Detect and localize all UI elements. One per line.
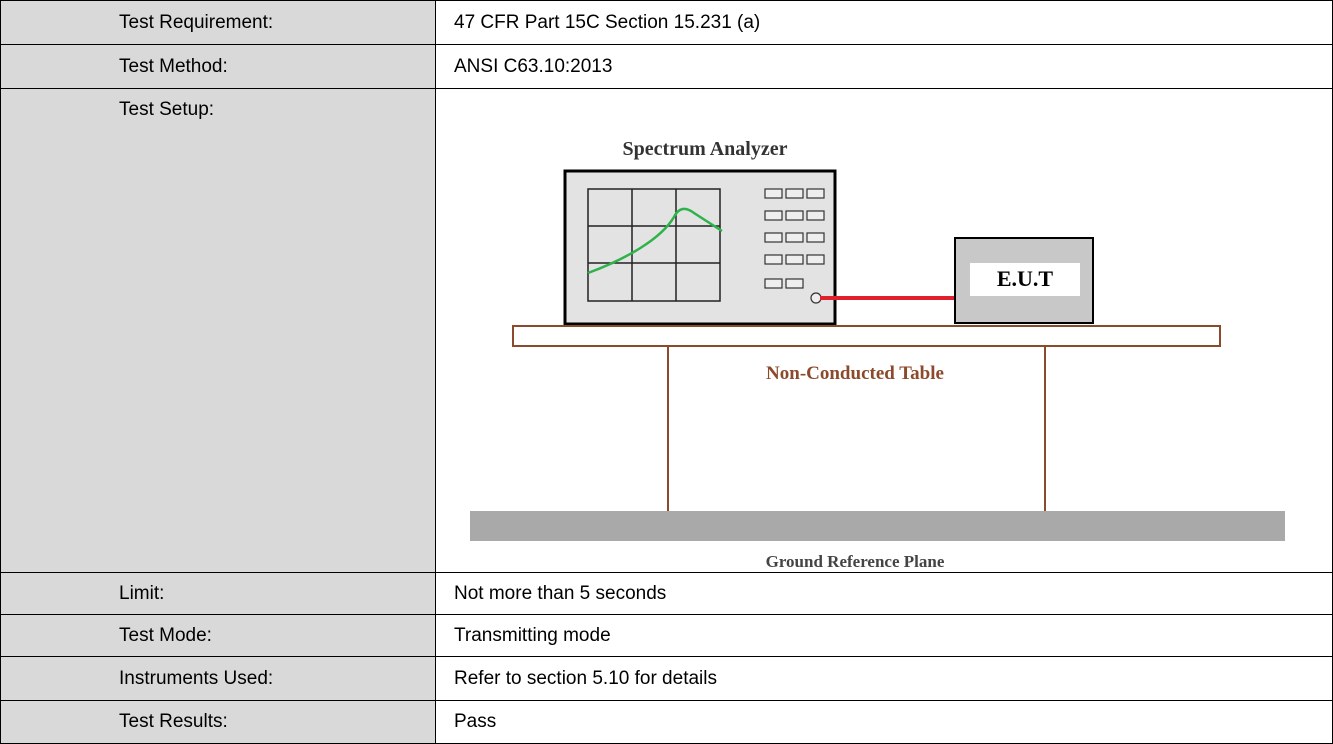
- row-value: Not more than 5 seconds: [435, 572, 1333, 615]
- setup-diagram: Spectrum Analyzer E.U.T Non-Conducted Ta…: [470, 138, 1285, 571]
- analyzer-label: Spectrum Analyzer: [623, 138, 788, 160]
- row-label: Test Results:: [0, 700, 436, 744]
- eut-label-bg: [970, 263, 1080, 296]
- row-value: Refer to section 5.10 for details: [435, 656, 1333, 701]
- ground-plane: [470, 511, 1285, 541]
- row-label: Test Method:: [0, 44, 436, 89]
- row-label: Test Mode:: [0, 614, 436, 657]
- row-label: Limit:: [0, 572, 436, 615]
- row-value: ANSI C63.10:2013: [435, 44, 1333, 89]
- row-label: Test Requirement:: [0, 0, 436, 45]
- ground-label: Ground Reference Plane: [766, 552, 945, 571]
- row-label: Instruments Used:: [0, 656, 436, 701]
- row-value: Transmitting mode: [435, 614, 1333, 657]
- row-value: Pass: [435, 700, 1333, 744]
- setup-cell: Spectrum Analyzer E.U.T Non-Conducted Ta…: [435, 88, 1333, 573]
- table-top: [512, 325, 1221, 347]
- row-value: 47 CFR Part 15C Section 15.231 (a): [435, 0, 1333, 45]
- spectrum-trace: [587, 207, 723, 275]
- eut-label: E.U.T: [997, 266, 1054, 291]
- row-label: Test Setup:: [0, 88, 436, 573]
- analyzer-buttons: [764, 188, 825, 304]
- table-label: Non-Conducted Table: [766, 363, 944, 384]
